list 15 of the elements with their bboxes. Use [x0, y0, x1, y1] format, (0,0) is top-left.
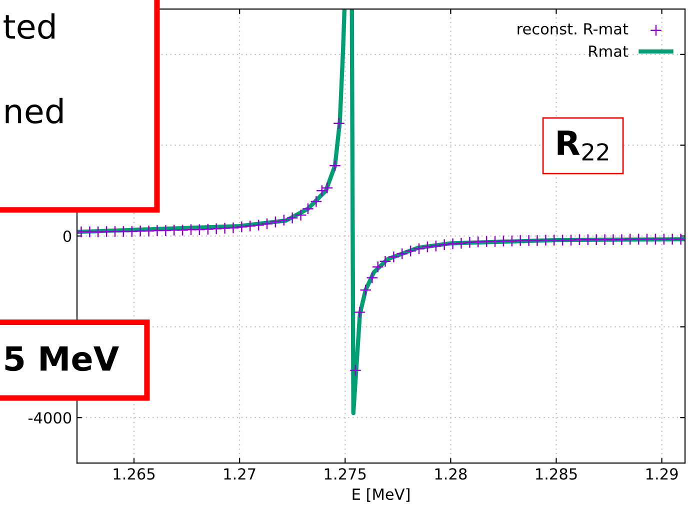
text: ned — [6, 98, 63, 124]
y-tick-label: -4000 — [28, 412, 72, 424]
x-axis-title: E [MeV] — [352, 488, 410, 502]
x-tick-label: 1.265 — [114, 468, 155, 480]
x-tick-label: 1.275 — [324, 468, 366, 480]
y-tick-label: 0 — [63, 230, 72, 242]
x-tick-label: 1.29 — [646, 468, 678, 480]
text: ted — [4, 13, 54, 40]
annotation: 5 MeV — [5, 346, 119, 372]
x-tick-label: 1.28 — [435, 468, 467, 480]
legend-label: Rmat — [589, 46, 628, 58]
x-tick-label: 1.285 — [536, 468, 577, 480]
x-tick-label: 1.27 — [224, 468, 256, 480]
annotation: R$_{22}$ — [558, 130, 608, 160]
legend-label: reconst. R-mat — [518, 23, 628, 35]
